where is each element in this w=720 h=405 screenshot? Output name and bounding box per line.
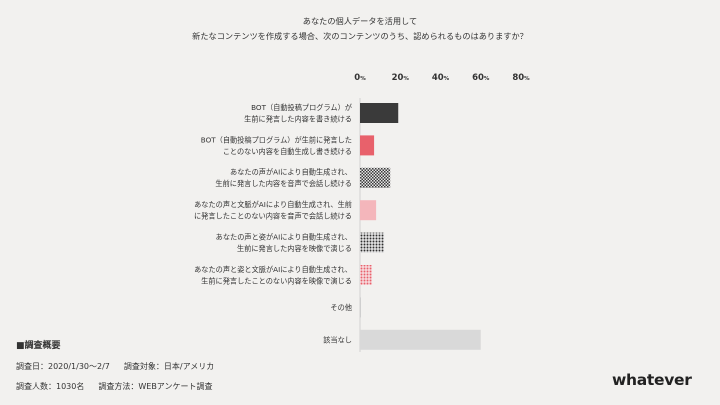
bar (360, 135, 375, 156)
bar (360, 200, 377, 221)
bar (360, 265, 373, 285)
title-line-2: 新たなコンテンツを作成する場合、次のコンテンツのうち、認められるものはありますか… (192, 31, 528, 41)
survey-summary: ■調査概要 調査日：2020/1/30～2/7 調査対象：日本/アメリカ 調査人数… (16, 338, 214, 401)
x-tick-label: 80% (512, 73, 530, 83)
category-label: BOT（自動投稿プログラム）が (251, 103, 352, 112)
chart-title: あなたの個人データを活用して 新たなコンテンツを作成する場合、次のコンテンツのう… (0, 14, 720, 44)
bar (360, 329, 481, 350)
category-label: 生前に発言した内容を映像で演じる (237, 244, 352, 253)
title-line-1: あなたの個人データを活用して (302, 16, 418, 26)
bar (360, 103, 399, 123)
category-label: あなたの声と姿と文脈がAIにより自動生成され、 (194, 265, 352, 274)
category-label: あなたの声と文脈がAIにより自動生成され、生前 (194, 200, 352, 209)
category-label: ことのない内容を自動生成し書き続ける (223, 147, 352, 156)
survey-row-1: 調査日：2020/1/30～2/7 調査対象：日本/アメリカ (16, 361, 214, 372)
whatever-logo: whatever (612, 371, 692, 389)
category-label: 生前に発言した内容を書き続ける (244, 114, 352, 123)
x-tick-label: 40% (432, 73, 450, 83)
category-label: 生前に発言したことのない内容を映像で演じる (201, 276, 352, 285)
survey-method: 調査方法：WEBアンケート調査 (98, 382, 213, 391)
category-label: 該当なし (323, 335, 352, 344)
bar (360, 167, 391, 188)
x-tick-label: 0% (354, 73, 366, 83)
category-label: その他 (330, 303, 352, 312)
category-label: あなたの声がAIにより自動生成され、 (230, 168, 352, 177)
survey-row-2: 調査人数：1030名 調査方法：WEBアンケート調査 (16, 381, 214, 392)
category-label: に発言したことのない内容を音声で会話し続ける (194, 212, 352, 221)
category-label: BOT（自動投稿プログラム）が生前に発言した (201, 135, 352, 144)
bar (360, 297, 362, 318)
survey-title: ■調査概要 (16, 341, 61, 351)
bar (360, 232, 385, 253)
survey-count: 調査人数：1030名 (16, 382, 85, 391)
x-tick-label: 20% (392, 73, 410, 83)
x-tick-label: 60% (472, 73, 490, 83)
survey-target: 調査対象：日本/アメリカ (123, 362, 215, 371)
category-label: あなたの声と姿がAIにより自動生成され、 (216, 232, 352, 241)
survey-date: 調査日：2020/1/30～2/7 (16, 362, 110, 371)
category-label: 生前に発言した内容を音声で会話し続ける (215, 179, 352, 188)
